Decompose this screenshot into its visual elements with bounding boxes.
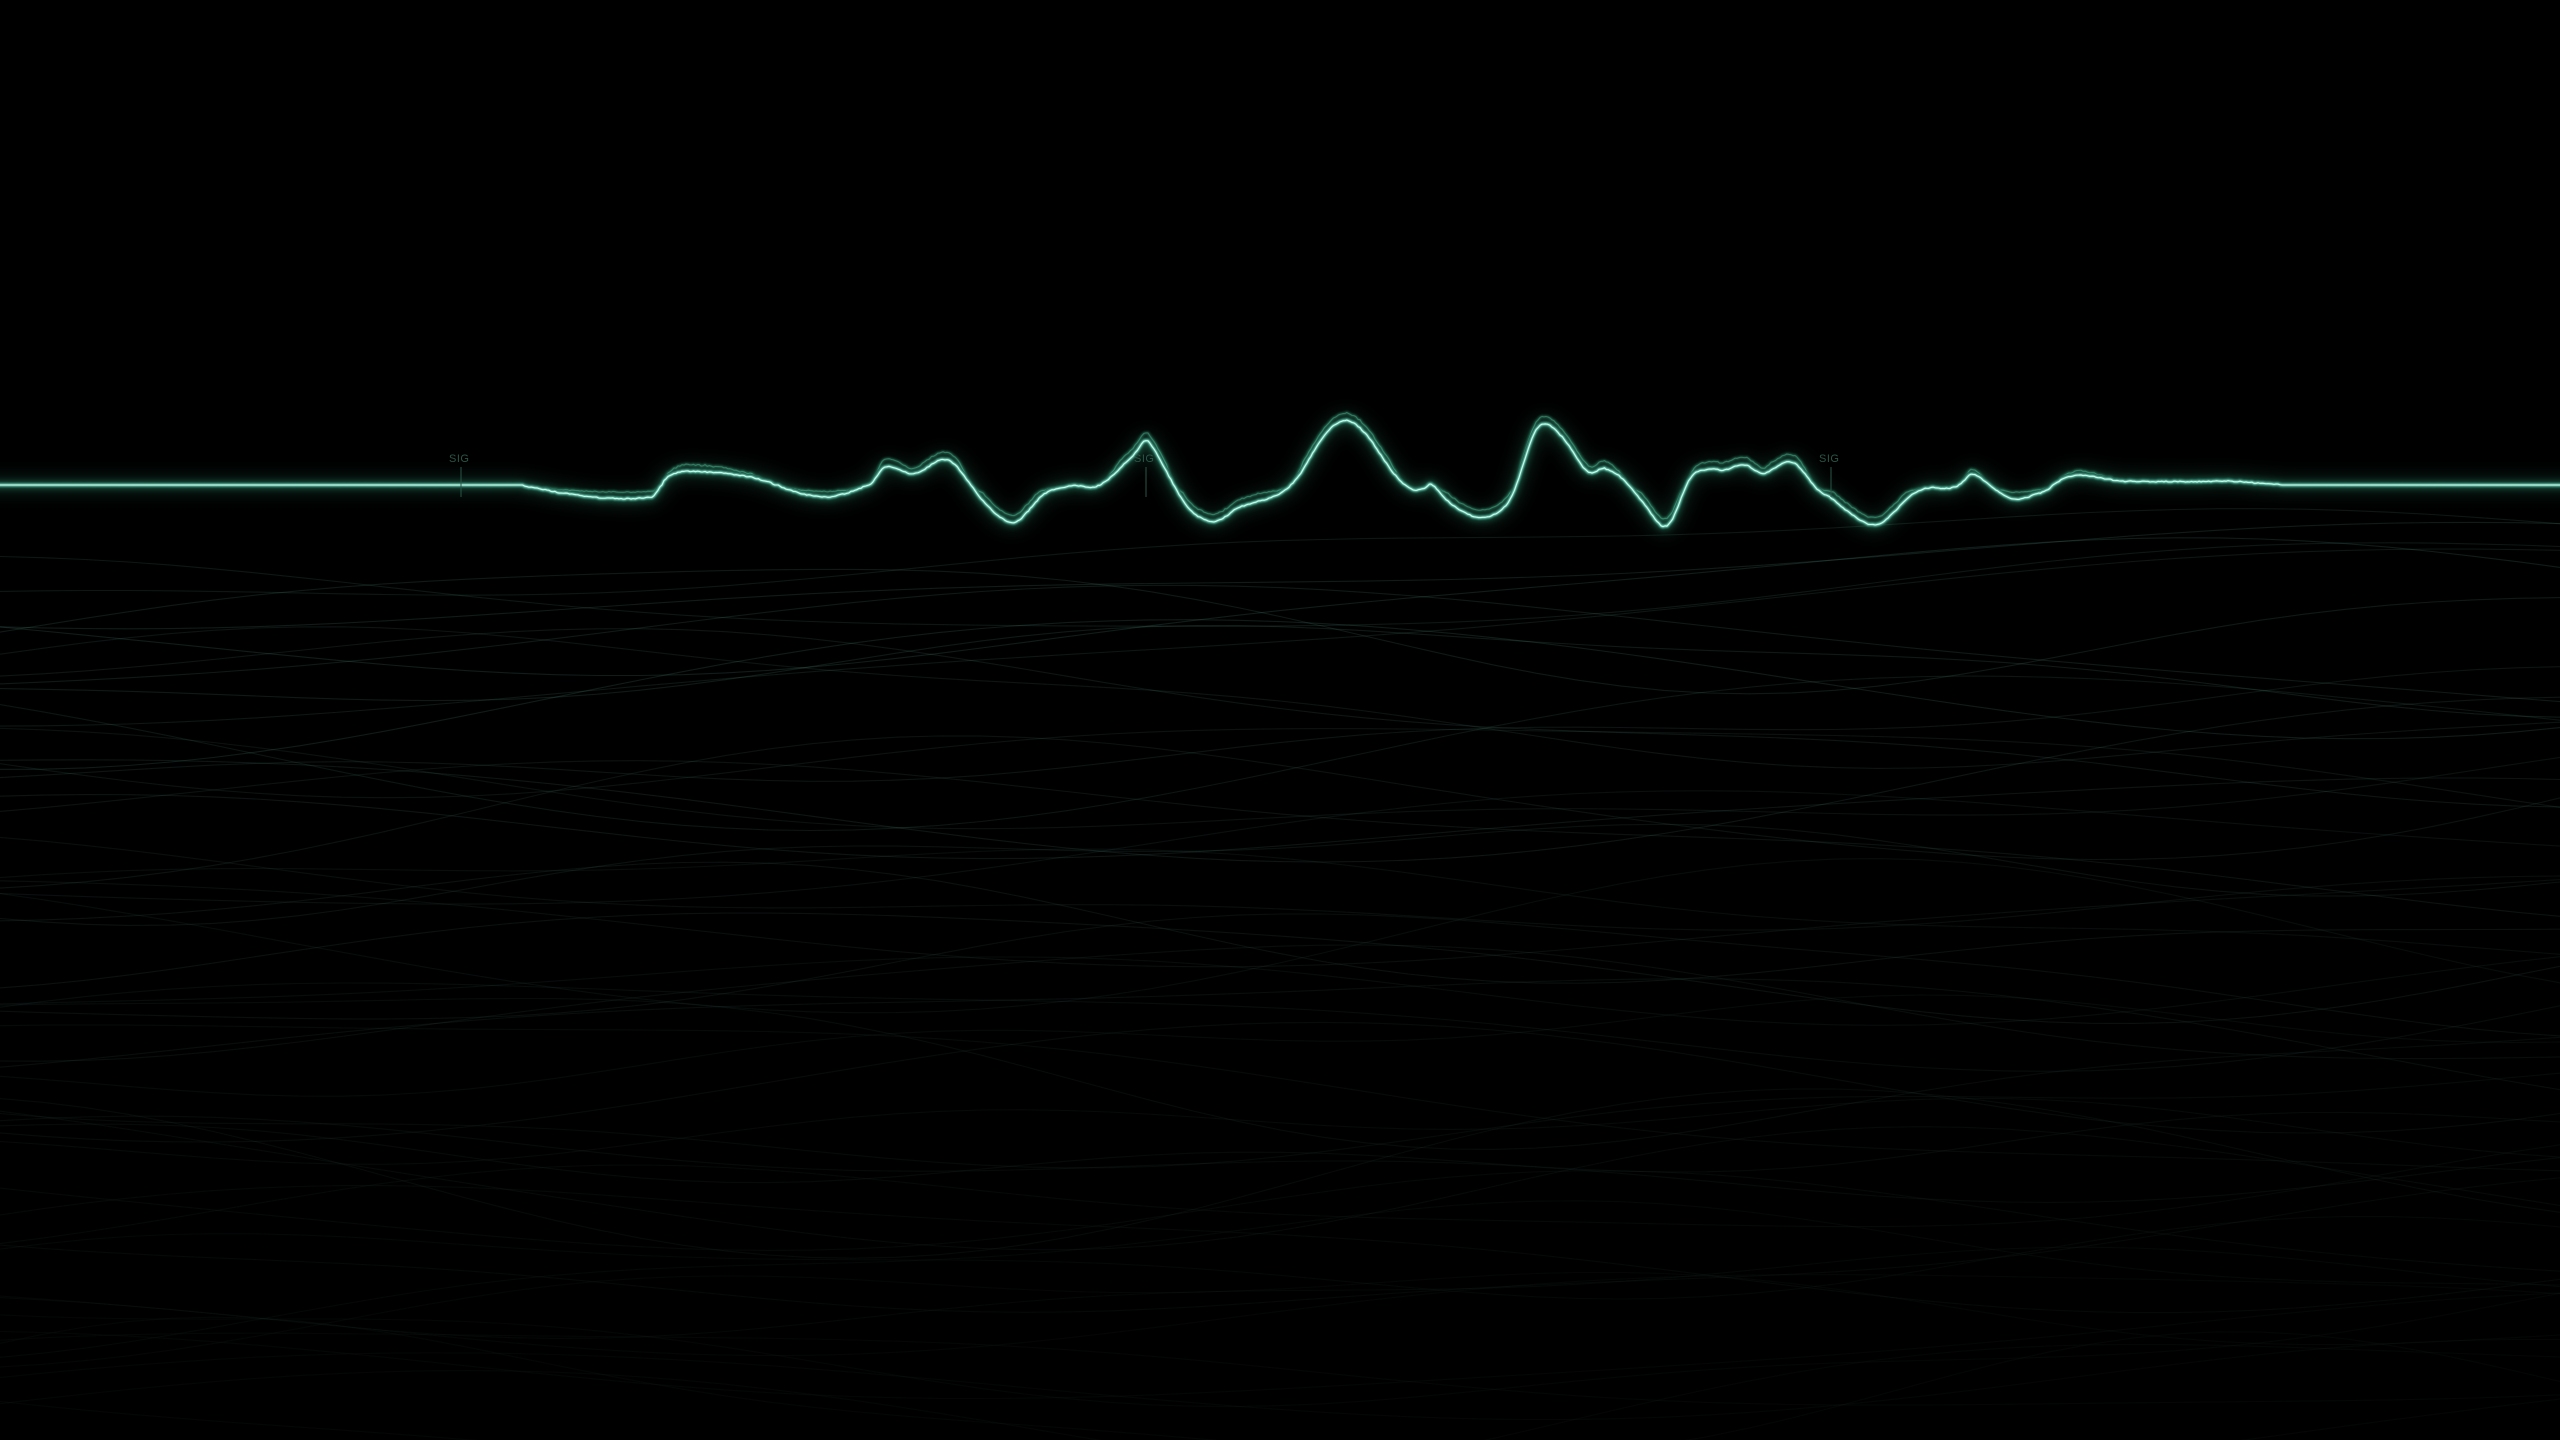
svg-text:SIG: SIG (449, 453, 469, 465)
svg-text:SIG: SIG (1134, 453, 1154, 465)
svg-text:SIG: SIG (1819, 453, 1839, 465)
